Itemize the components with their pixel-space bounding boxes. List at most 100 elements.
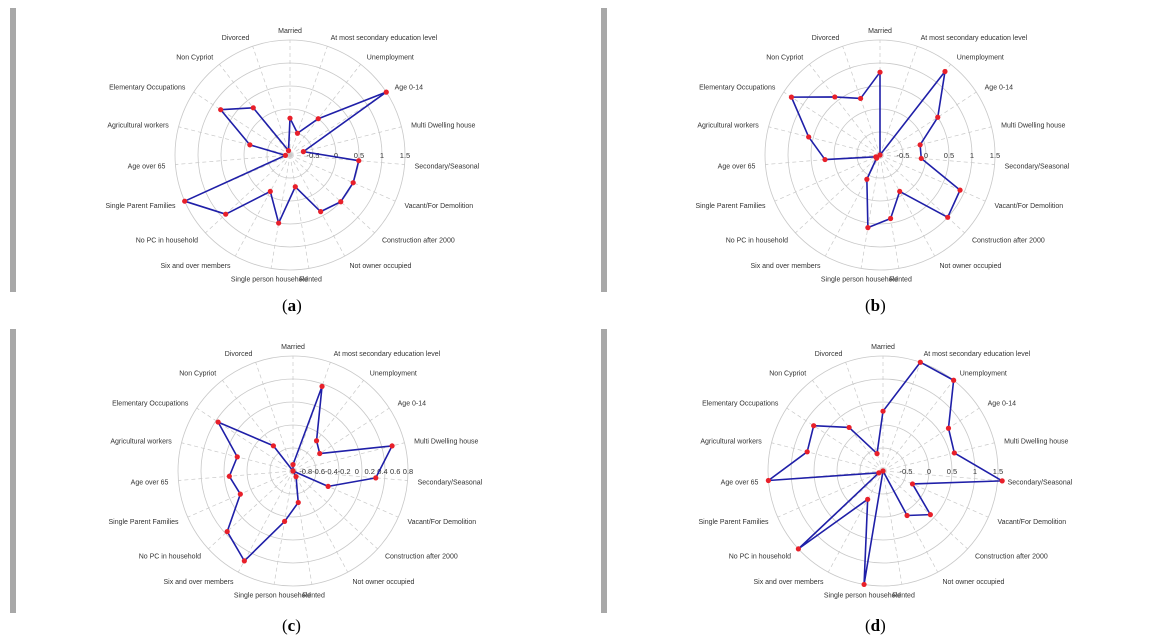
category-label: Not owner occupied xyxy=(349,263,411,270)
tick-label: -0.5 xyxy=(900,467,913,476)
category-label: Non Cypriot xyxy=(769,370,806,377)
data-point xyxy=(241,558,247,564)
category-label: Non Cypriot xyxy=(179,370,216,377)
grid-circle xyxy=(223,401,363,541)
tick-label: -0.2 xyxy=(338,467,351,476)
spoke xyxy=(824,154,881,257)
category-label: Elementary Occupations xyxy=(109,85,186,92)
data-point xyxy=(897,188,903,195)
spoke xyxy=(255,362,294,472)
category-label: Married xyxy=(278,28,302,35)
data-point xyxy=(276,220,282,226)
data-point xyxy=(857,95,864,102)
category-label: Married xyxy=(281,344,305,351)
spoke xyxy=(234,154,291,257)
spoke xyxy=(292,407,390,472)
spoke xyxy=(882,407,980,472)
category-label: At most secondary education level xyxy=(334,351,441,358)
spoke xyxy=(193,91,291,156)
tick-label: 0 xyxy=(927,467,931,476)
category-label: Vacant/For Demolition xyxy=(997,519,1066,526)
data-point xyxy=(237,491,243,497)
data-point xyxy=(804,449,810,455)
data-point xyxy=(927,512,933,518)
spoke xyxy=(879,154,986,202)
data-point xyxy=(292,184,298,190)
category-label: Non Cypriot xyxy=(176,54,213,61)
category-label: Not owner occupied xyxy=(352,579,414,586)
spoke xyxy=(292,380,364,472)
spoke xyxy=(289,154,310,269)
caption-c: (c) xyxy=(282,616,301,635)
category-label: Age 0-14 xyxy=(988,401,1017,408)
series-line xyxy=(790,70,961,229)
data-point xyxy=(285,148,292,154)
data-point xyxy=(846,424,852,431)
caption-d: (d) xyxy=(865,616,886,635)
tick-label: 1.5 xyxy=(990,151,1000,160)
category-label: Unemployment xyxy=(960,370,1007,377)
category-label: Vacant/For Demolition xyxy=(994,203,1063,210)
category-label: Single person household xyxy=(231,276,308,283)
category-label: Elementary Occupations xyxy=(699,85,776,92)
category-label: Rented xyxy=(889,276,912,283)
panel-c-side-bar xyxy=(10,329,16,613)
category-label: No PC in household xyxy=(729,554,791,561)
data-point xyxy=(267,188,273,195)
data-point xyxy=(338,199,344,205)
tick-label: 0.5 xyxy=(354,151,364,160)
spoke xyxy=(292,442,405,472)
data-point xyxy=(865,225,871,231)
category-label: Married xyxy=(871,344,895,351)
tick-label: 0.2 xyxy=(364,467,374,476)
data-point xyxy=(822,156,828,163)
data-point xyxy=(294,130,301,136)
spoke xyxy=(879,91,977,156)
tick-label: -0.5 xyxy=(897,151,910,160)
spoke xyxy=(771,442,884,472)
spoke xyxy=(879,154,900,269)
spoke xyxy=(178,470,294,481)
category-label: Married xyxy=(868,28,892,35)
spoke xyxy=(289,154,346,257)
data-point xyxy=(290,462,296,468)
category-label: Single person household xyxy=(821,276,898,283)
data-point xyxy=(917,142,923,148)
spoke xyxy=(205,154,291,234)
category-label: Single Parent Families xyxy=(105,203,176,210)
data-point xyxy=(877,69,883,75)
category-label: Not owner occupied xyxy=(939,263,1001,270)
category-label: Single Parent Families xyxy=(698,519,769,526)
tick-label: -0.8 xyxy=(299,467,312,476)
data-point xyxy=(888,215,894,222)
data-point xyxy=(247,142,253,148)
data-point xyxy=(811,423,817,429)
grid-circle xyxy=(764,39,996,271)
data-point xyxy=(832,94,838,100)
spoke xyxy=(882,470,998,481)
grid-circle xyxy=(220,85,360,225)
category-label: Age 0-14 xyxy=(395,85,424,92)
spoke xyxy=(879,154,995,165)
category-label: At most secondary education level xyxy=(331,35,438,42)
category-label: No PC in household xyxy=(139,554,201,561)
data-point xyxy=(315,116,321,122)
category-label: Six and over members xyxy=(753,579,824,586)
data-point xyxy=(877,152,883,158)
data-point xyxy=(951,377,957,383)
category-label: Construction after 2000 xyxy=(972,238,1045,245)
spoke xyxy=(879,154,965,234)
panel-b-side-bar xyxy=(601,8,607,292)
data-point xyxy=(942,68,948,75)
data-point xyxy=(806,134,812,140)
spoke xyxy=(289,154,405,165)
data-point xyxy=(287,115,293,121)
spoke xyxy=(882,362,921,472)
category-label: Multi Dwelling house xyxy=(1004,438,1068,445)
tick-label: -0.5 xyxy=(307,151,320,160)
category-label: Construction after 2000 xyxy=(975,554,1048,561)
spoke xyxy=(292,470,349,573)
data-point xyxy=(226,473,232,479)
data-point xyxy=(999,478,1005,484)
spoke xyxy=(289,154,375,234)
